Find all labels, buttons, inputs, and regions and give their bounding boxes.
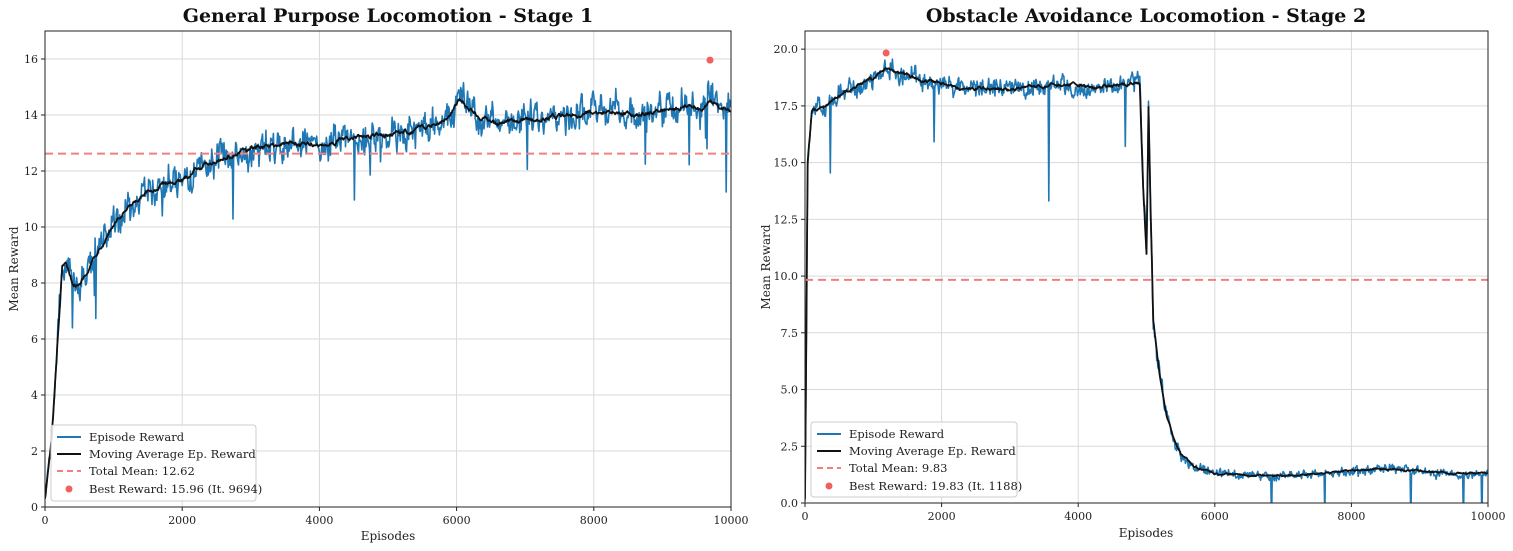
series-best-reward-19-83-it-1188 [882, 49, 890, 57]
x-tick-label: 0 [802, 510, 809, 523]
y-tick-label: 4 [31, 389, 38, 402]
x-tick-label: 6000 [1201, 510, 1229, 523]
legend: Episode Reward Moving Average Ep. Reward… [810, 421, 1022, 498]
x-tick-label: 8000 [580, 514, 608, 527]
chart-general-purpose-locomotion: General Purpose Locomotion - Stage 1 0 20… [7, 5, 749, 543]
legend: Episode Reward Moving Average Ep. Reward… [50, 424, 262, 502]
legend-swatch-best-reward [65, 485, 73, 493]
legend-label-total-mean: Total Mean: 12.62 [89, 464, 195, 478]
axes-frame [804, 30, 1489, 504]
series-moving-average-ep-reward [805, 67, 1488, 499]
legend-frame [810, 421, 1018, 498]
y-tick-label: 0 [31, 501, 38, 514]
y-axis-label: Mean Reward [759, 224, 773, 309]
y-axis-ticks: 0.0 2.5 5.0 7.5 10.0 12.5 15.0 17.5 20.0 [774, 43, 805, 510]
y-tick-label: 10.0 [774, 270, 799, 283]
y-tick-label: 5.0 [781, 384, 799, 397]
legend-label-moving-average: Moving Average Ep. Reward [849, 444, 1016, 458]
legend-frame [50, 424, 257, 502]
plot-area [805, 49, 1488, 503]
legend-label-episode-reward: Episode Reward [849, 427, 945, 441]
y-axis-ticks: 0 2 4 6 8 10 12 14 16 [24, 53, 45, 514]
axes-frame [44, 30, 732, 508]
legend-label-moving-average: Moving Average Ep. Reward [89, 447, 256, 461]
x-tick-label: 6000 [443, 514, 471, 527]
y-tick-label: 10 [24, 221, 38, 234]
y-axis-label: Mean Reward [7, 226, 21, 311]
x-tick-label: 10000 [714, 514, 749, 527]
series-group [45, 80, 731, 499]
chart-title: General Purpose Locomotion - Stage 1 [183, 5, 594, 27]
y-tick-label: 7.5 [781, 327, 799, 340]
y-tick-label: 12 [24, 165, 38, 178]
x-tick-label: 4000 [305, 514, 333, 527]
y-tick-label: 15.0 [774, 157, 799, 170]
x-axis-label: Episodes [361, 529, 416, 543]
y-tick-label: 6 [31, 333, 38, 346]
x-tick-label: 4000 [1064, 510, 1092, 523]
legend-swatch-best-reward [825, 482, 833, 490]
series-best-reward-15-96-it-9694 [706, 56, 714, 64]
y-tick-label: 2.5 [781, 440, 799, 453]
y-tick-label: 16 [24, 53, 38, 66]
x-tick-label: 2000 [168, 514, 196, 527]
x-tick-label: 10000 [1471, 510, 1506, 523]
y-tick-label: 12.5 [774, 213, 799, 226]
x-axis-label: Episodes [1119, 526, 1174, 540]
legend-label-episode-reward: Episode Reward [89, 430, 185, 444]
y-tick-label: 17.5 [774, 100, 799, 113]
series-moving-average-ep-reward [45, 98, 731, 499]
chart-title: Obstacle Avoidance Locomotion - Stage 2 [926, 5, 1366, 27]
legend-label-best-reward: Best Reward: 19.83 (It. 1188) [849, 479, 1022, 493]
x-tick-label: 2000 [928, 510, 956, 523]
chart-obstacle-avoidance-locomotion: Obstacle Avoidance Locomotion - Stage 2 … [759, 5, 1506, 540]
y-tick-label: 8 [31, 277, 38, 290]
y-tick-label: 14 [24, 109, 38, 122]
y-tick-label: 0.0 [781, 497, 799, 510]
x-axis-ticks: 0 2000 4000 6000 8000 10000 [802, 503, 1506, 523]
legend-label-total-mean: Total Mean: 9.83 [849, 461, 948, 475]
x-axis-ticks: 0 2000 4000 6000 8000 10000 [42, 507, 749, 527]
series-group [805, 58, 1488, 503]
x-tick-label: 0 [42, 514, 49, 527]
y-tick-label: 20.0 [774, 43, 799, 56]
x-tick-label: 8000 [1337, 510, 1365, 523]
plot-area [45, 56, 731, 499]
legend-label-best-reward: Best Reward: 15.96 (It. 9694) [89, 482, 262, 496]
y-tick-label: 2 [31, 445, 38, 458]
series-episode-reward [45, 80, 731, 498]
